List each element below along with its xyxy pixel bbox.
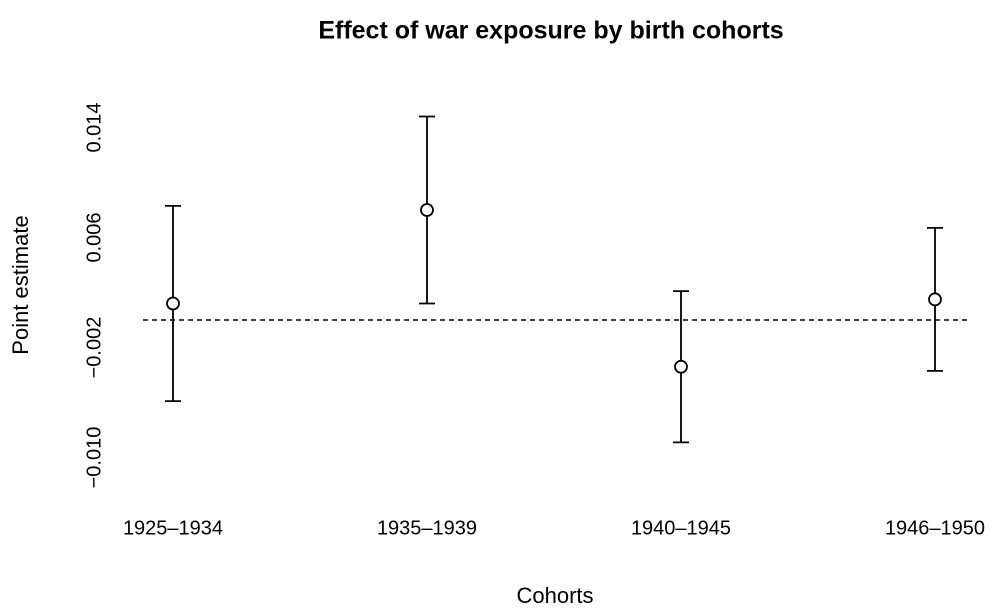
point [674,359,688,374]
y-tick-label: −0.002 [83,317,105,379]
x-tick-label: 1940–1945 [631,517,731,539]
point [928,292,942,307]
x-axis-label: Cohorts [516,583,593,608]
x-tick-label: 1946–1950 [885,517,985,539]
chart-title: Effect of war exposure by birth cohorts [318,17,783,45]
x-tick-label: 1935–1939 [377,517,477,539]
x-tick-label: 1925–1934 [123,517,223,539]
y-axis-label: Point estimate [8,215,33,354]
point [420,203,434,217]
point [166,296,180,311]
y-tick-label: 0.014 [83,102,105,152]
y-tick-label: 0.006 [83,212,105,262]
y-tick-label: −0.010 [83,427,105,489]
